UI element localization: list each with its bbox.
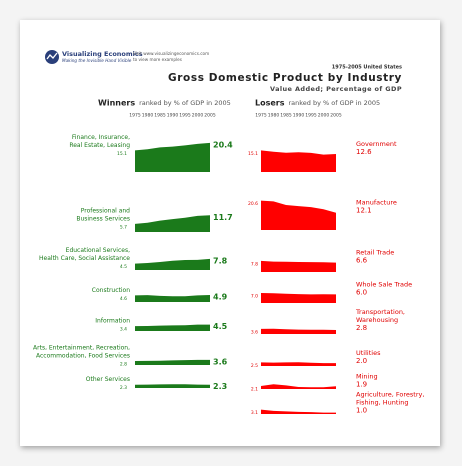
- area: [261, 293, 336, 303]
- area: [135, 324, 210, 331]
- area: [261, 384, 336, 389]
- chart-subtitle: Value Added; Percentage of GDP: [270, 85, 402, 93]
- area: [261, 362, 336, 366]
- series-name: Construction: [92, 287, 130, 294]
- start-label: 7.0: [251, 294, 258, 300]
- series-name: Fishing, Hunting: [356, 399, 409, 407]
- x-tick-label: 1985: [280, 113, 292, 119]
- tagline: Making the Invisible Hand Visible: [62, 58, 132, 63]
- brand: Visualizing Economics: [62, 50, 143, 58]
- area: [135, 384, 210, 388]
- x-tick-label: 1980: [142, 113, 154, 119]
- area: [135, 215, 210, 232]
- area: [261, 200, 336, 230]
- end-label: 2.3: [213, 382, 227, 391]
- end-label: 4.5: [213, 322, 228, 331]
- start-label: 3.6: [251, 329, 258, 335]
- card: [20, 20, 440, 446]
- visit: to view more examples: [133, 57, 182, 62]
- group-note: ranked by % of GDP in 2005: [289, 99, 381, 107]
- series-name: Transportation,: [355, 308, 405, 316]
- x-tick-label: 2005: [330, 113, 342, 119]
- x-tick-label: 1990: [167, 113, 179, 119]
- area: [261, 150, 336, 172]
- x-tick-label: 2005: [204, 113, 216, 119]
- x-tick-label: 2000: [318, 113, 330, 119]
- x-tick-label: 1985: [154, 113, 166, 119]
- end-label: 4.9: [213, 293, 228, 302]
- end-label: 6.6: [356, 257, 368, 265]
- series-name: Information: [95, 318, 130, 325]
- series-name: Mining: [356, 372, 378, 380]
- logo-glyph: [46, 52, 58, 60]
- area: [135, 142, 210, 172]
- start-label: 15.1: [117, 151, 127, 157]
- series-name: Health Care, Social Assistance: [39, 255, 130, 262]
- series-name: Government: [356, 140, 397, 148]
- series-name: Manufacture: [356, 199, 397, 207]
- x-tick-label: 1995: [305, 113, 317, 119]
- series-name: Business Services: [76, 215, 130, 222]
- x-tick-label: 1975: [129, 113, 141, 119]
- x-tick-label: 1980: [268, 113, 280, 119]
- end-label: 12.6: [356, 148, 372, 156]
- group-title: Winners: [98, 99, 135, 108]
- series-name: Real Estate, Leasing: [69, 142, 130, 149]
- area: [261, 260, 336, 272]
- start-label: 3.4: [120, 327, 127, 333]
- start-label: 2.5: [251, 363, 258, 369]
- start-label: 15.1: [248, 151, 258, 157]
- start-label: 7.8: [251, 261, 258, 267]
- start-label: 2.1: [251, 387, 258, 393]
- series-name: Whole Sale Trade: [356, 280, 412, 288]
- series-name: Utilities: [356, 349, 381, 357]
- area: [135, 258, 210, 270]
- end-label: 1.0: [356, 407, 367, 415]
- end-label: 3.6: [213, 357, 228, 366]
- end-label: 2.0: [356, 357, 367, 365]
- group-note: ranked by % of GDP in 2005: [139, 99, 231, 107]
- end-label: 20.4: [213, 140, 233, 149]
- logo: Visualizing Economics Making the Invisib…: [45, 50, 209, 64]
- start-label: 3.1: [251, 410, 258, 416]
- series-name: Retail Trade: [356, 249, 394, 257]
- series-name: Educational Services,: [66, 247, 130, 254]
- area: [135, 359, 210, 365]
- visit: Visit www.visualizingeconomics.com: [133, 51, 209, 56]
- start-label: 20.6: [248, 201, 258, 207]
- x-tick-label: 1975: [255, 113, 267, 119]
- chart-title: Gross Domestic Product by Industry: [168, 72, 402, 84]
- series-name: Other Services: [86, 376, 130, 383]
- start-label: 4.5: [120, 264, 127, 270]
- series-name: Finance, Insurance,: [72, 134, 130, 141]
- end-label: 6.0: [356, 288, 367, 296]
- series-name: Accommodation, Food Services: [36, 353, 130, 360]
- area: [135, 295, 210, 302]
- series-name: Agriculture, Forestry,: [356, 391, 424, 399]
- x-tick-label: 2000: [192, 113, 204, 119]
- area: [261, 409, 336, 414]
- start-label: 5.7: [120, 224, 127, 230]
- start-label: 2.3: [120, 385, 127, 391]
- area: [261, 328, 336, 334]
- end-label: 11.7: [213, 213, 233, 222]
- series-name: Arts, Entertainment, Recreation,: [33, 345, 130, 352]
- series-name: Professional and: [81, 207, 130, 214]
- supertitle: 1975-2005 United States: [332, 65, 402, 71]
- series-name: Warehousing: [356, 316, 398, 324]
- x-tick-label: 1995: [179, 113, 191, 119]
- start-label: 2.8: [120, 362, 127, 368]
- end-label: 2.8: [356, 324, 367, 332]
- start-label: 4.6: [120, 296, 127, 302]
- x-tick-label: 1990: [293, 113, 305, 119]
- end-label: 7.8: [213, 256, 228, 265]
- end-label: 1.9: [356, 380, 367, 388]
- end-label: 12.1: [356, 207, 372, 215]
- group-title: Losers: [255, 99, 285, 108]
